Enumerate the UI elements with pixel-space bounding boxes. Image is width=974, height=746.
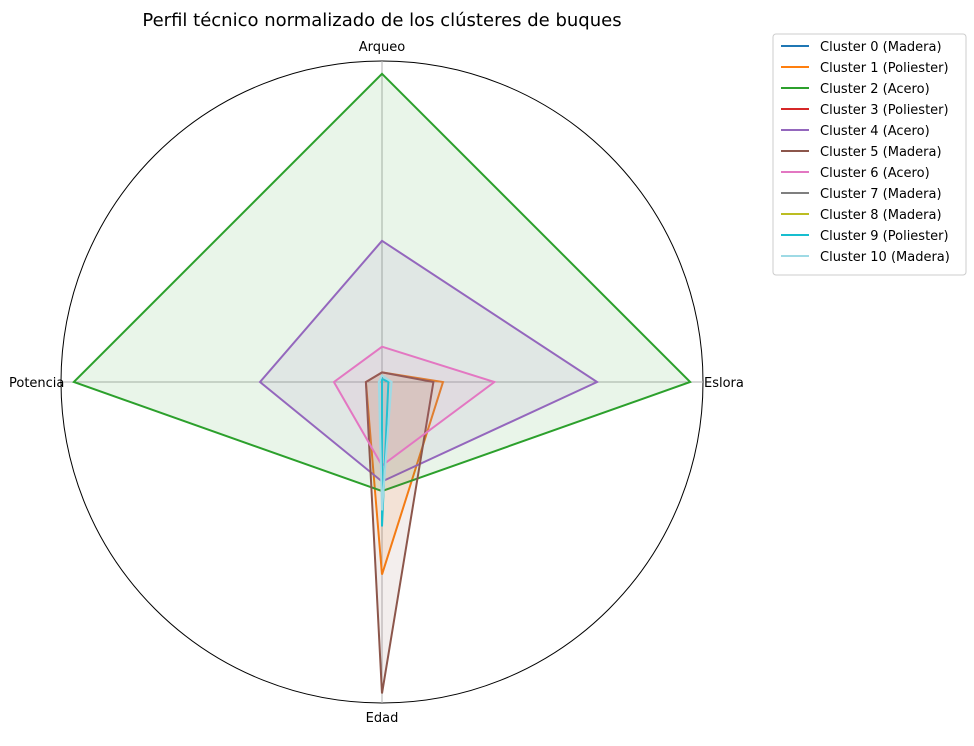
- legend-label-4: Cluster 4 (Acero): [820, 124, 930, 139]
- axis-label-arqueo: Arqueo: [359, 40, 405, 55]
- radar-series: [71, 72, 693, 694]
- legend-label-3: Cluster 3 (Poliester): [820, 103, 949, 118]
- legend-label-7: Cluster 7 (Madera): [820, 187, 942, 202]
- legend-label-6: Cluster 6 (Acero): [820, 166, 930, 181]
- legend-label-1: Cluster 1 (Poliester): [820, 61, 949, 76]
- axis-label-edad: Edad: [366, 711, 399, 726]
- chart-title: Perfil técnico normalizado de los clúste…: [142, 10, 621, 31]
- legend-label-8: Cluster 8 (Madera): [820, 208, 942, 223]
- series-polygon-10: [377, 374, 393, 511]
- legend-label-5: Cluster 5 (Madera): [820, 145, 942, 160]
- legend-label-2: Cluster 2 (Acero): [820, 82, 930, 97]
- radar-grid: [60, 60, 704, 704]
- axis-label-potencia: Potencia: [9, 376, 64, 391]
- legend: Cluster 0 (Madera) Cluster 1 (Poliester) C…: [772, 33, 967, 276]
- axis-label-eslora: Eslora: [704, 376, 744, 391]
- legend-label-9: Cluster 9 (Poliester): [820, 229, 949, 244]
- axis-labels: Arqueo Eslora Edad Potencia: [9, 40, 744, 726]
- legend-label-0: Cluster 0 (Madera): [820, 40, 942, 55]
- legend-box: [772, 33, 967, 276]
- legend-label-10: Cluster 10 (Madera): [820, 250, 950, 265]
